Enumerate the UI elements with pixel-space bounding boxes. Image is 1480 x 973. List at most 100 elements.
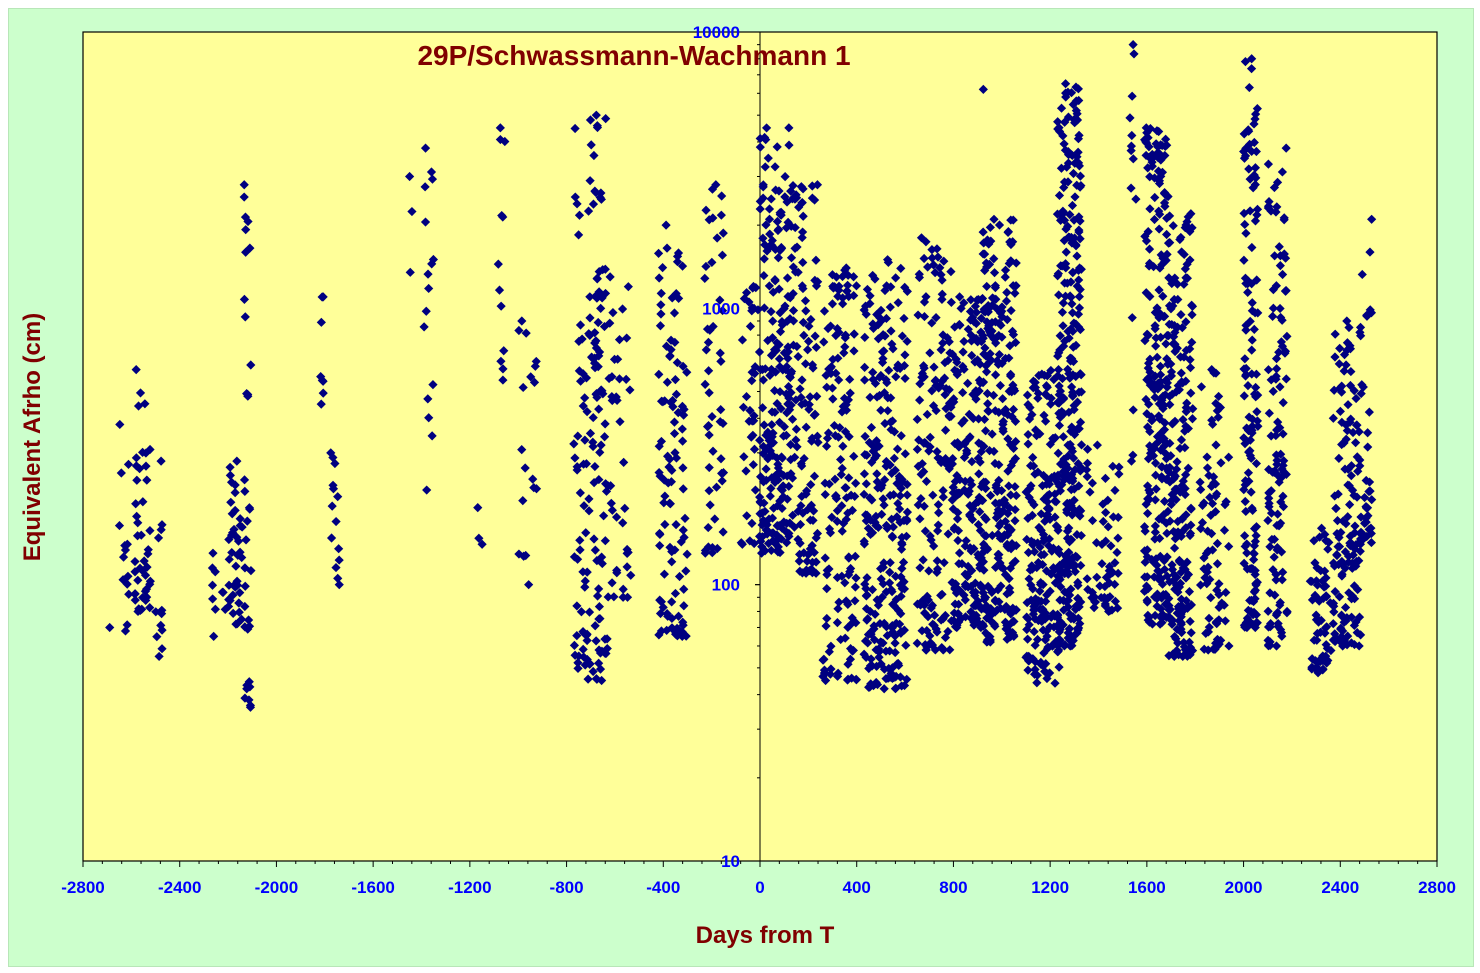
data-point	[1213, 412, 1223, 422]
data-point	[831, 493, 842, 504]
data-point	[992, 486, 1002, 496]
data-point	[1141, 499, 1151, 509]
data-point	[1344, 322, 1354, 333]
data-point	[851, 478, 861, 488]
data-point	[1066, 426, 1076, 436]
data-point	[1268, 386, 1278, 396]
x-tick-label: 1200	[1031, 878, 1069, 897]
data-point	[750, 362, 760, 372]
data-point	[803, 345, 813, 355]
data-point	[937, 289, 947, 299]
data-point	[941, 383, 951, 394]
data-point	[804, 404, 814, 415]
data-point	[589, 358, 600, 368]
data-point	[874, 647, 884, 657]
data-point	[1142, 545, 1152, 555]
data-point	[785, 293, 795, 303]
data-point	[1172, 484, 1182, 494]
data-point	[975, 507, 985, 517]
data-point	[965, 476, 975, 486]
data-point	[1038, 625, 1048, 635]
data-point	[1162, 552, 1172, 562]
data-point	[1275, 382, 1285, 392]
data-point	[666, 397, 676, 408]
data-point	[1033, 393, 1043, 403]
data-point	[757, 532, 767, 542]
data-point	[1053, 448, 1063, 458]
data-point	[585, 428, 596, 438]
data-point	[115, 419, 125, 430]
data-point	[656, 436, 667, 447]
data-point	[1145, 291, 1155, 302]
data-point	[1174, 385, 1184, 395]
data-point	[1270, 590, 1280, 600]
data-point	[966, 330, 976, 340]
data-point	[600, 419, 610, 429]
data-point	[1212, 641, 1222, 651]
data-point	[210, 604, 220, 614]
data-point	[611, 392, 621, 402]
data-point	[1072, 529, 1082, 540]
data-point	[1067, 633, 1077, 643]
data-point	[1242, 548, 1252, 558]
data-point	[1201, 628, 1211, 638]
data-point	[771, 185, 781, 195]
data-point	[619, 457, 629, 467]
data-point	[132, 475, 142, 485]
data-point	[990, 370, 1001, 380]
data-point	[770, 276, 780, 286]
data-point	[496, 301, 506, 311]
data-point	[927, 245, 937, 255]
data-point	[1366, 528, 1376, 539]
data-point	[1186, 504, 1196, 514]
data-point	[997, 358, 1007, 368]
data-point	[673, 625, 683, 636]
data-point	[614, 335, 625, 345]
x-tick-label: -400	[646, 878, 680, 897]
data-point	[1101, 536, 1111, 546]
data-point	[786, 440, 796, 450]
data-point	[837, 463, 847, 473]
data-point	[1114, 462, 1124, 472]
data-point	[1150, 534, 1160, 544]
data-point	[866, 627, 876, 637]
data-point	[1224, 641, 1234, 651]
data-point	[1000, 516, 1011, 527]
data-point	[881, 646, 891, 656]
data-point	[1150, 610, 1160, 621]
data-point	[973, 414, 984, 424]
data-point	[873, 483, 883, 493]
data-point	[1039, 648, 1049, 658]
data-point	[806, 479, 816, 490]
data-point	[968, 413, 978, 424]
data-point	[877, 347, 888, 357]
data-point	[1359, 492, 1370, 503]
data-point	[998, 506, 1008, 516]
data-point	[130, 595, 140, 605]
data-point	[1159, 496, 1170, 506]
data-point	[799, 548, 809, 558]
data-point	[1002, 634, 1012, 644]
data-point	[1144, 399, 1154, 409]
data-point	[1069, 404, 1079, 415]
data-point	[1074, 504, 1084, 514]
data-point	[1044, 489, 1054, 500]
data-point	[848, 272, 859, 282]
data-point	[808, 506, 819, 516]
data-point	[921, 292, 931, 302]
data-point	[1251, 578, 1261, 589]
data-point	[1067, 422, 1077, 432]
data-point	[245, 243, 255, 253]
data-point	[833, 432, 844, 442]
data-point	[1163, 191, 1173, 202]
data-point	[1249, 389, 1260, 399]
data-point	[242, 388, 252, 399]
data-point	[1157, 579, 1168, 589]
data-point	[669, 308, 680, 318]
data-point	[1061, 92, 1071, 102]
data-point	[682, 367, 692, 377]
data-point	[1150, 307, 1160, 318]
data-point	[959, 452, 970, 463]
data-point	[767, 513, 778, 523]
chart-title: 29P/Schwassmann-Wachmann 1	[417, 40, 850, 71]
